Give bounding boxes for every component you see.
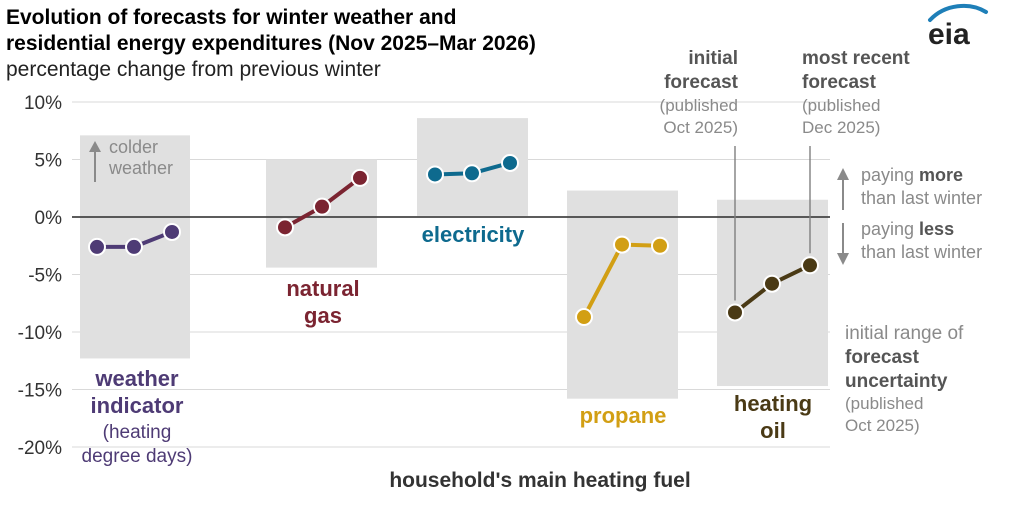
data-point [801, 256, 819, 275]
chart-title-line2: residential energy expenditures (Nov 202… [6, 32, 536, 55]
paying-more-label: paying more [861, 165, 963, 185]
y-tick-label: -5% [28, 266, 62, 287]
series-label: propane [580, 403, 667, 428]
eia-logo: eia [928, 3, 988, 51]
chart-subtitle: percentage change from previous winter [6, 58, 381, 81]
y-tick-label: -20% [18, 438, 62, 459]
paying-more-sublabel: than last winter [861, 188, 982, 208]
uncertainty-published: (published [845, 394, 923, 413]
uncertainty-published: Oct 2025) [845, 416, 920, 435]
series-label: weather [94, 366, 179, 391]
recent-forecast-published: (published [802, 96, 880, 115]
recent-forecast-published: Dec 2025) [802, 118, 880, 137]
y-tick-label: 0% [35, 208, 63, 229]
x-axis-label: household's main heating fuel [389, 469, 690, 492]
data-point [501, 153, 519, 172]
uncertainty-label: uncertainty [845, 371, 948, 392]
data-point [613, 235, 631, 254]
series-label: indicator [91, 393, 184, 418]
series-sublabel: (heating [103, 422, 172, 443]
y-tick-label: 10% [24, 93, 62, 114]
paying-less-arrow-head [837, 253, 849, 265]
data-point [163, 222, 181, 241]
paying-less-label: paying less [861, 219, 954, 239]
data-point [726, 303, 744, 322]
colder-weather-arrow-head [89, 141, 101, 152]
series-label: oil [760, 418, 786, 443]
paying-less-sublabel: than last winter [861, 242, 982, 262]
initial-forecast-published: Oct 2025) [663, 118, 738, 137]
series-label: natural [286, 276, 359, 301]
data-point [88, 237, 106, 256]
initial-forecast-label: forecast [664, 72, 739, 93]
data-point [575, 308, 593, 327]
recent-forecast-label: forecast [802, 72, 877, 93]
y-tick-label: -15% [18, 381, 62, 402]
data-point [276, 218, 294, 237]
data-point [763, 274, 781, 293]
paying-more-arrow-head [837, 168, 849, 180]
data-point [351, 168, 369, 187]
data-point [651, 236, 669, 255]
uncertainty-label: initial range of [845, 323, 964, 344]
series-label: gas [304, 303, 342, 328]
uncertainty-range-box [567, 190, 678, 399]
recent-forecast-label: most recent [802, 48, 910, 69]
data-point [426, 165, 444, 184]
y-tick-label: -10% [18, 323, 62, 344]
colder-weather-label: weather [108, 158, 173, 178]
initial-forecast-label: initial [688, 48, 738, 69]
colder-weather-label: colder [109, 137, 158, 157]
eia-logo-text: eia [928, 18, 970, 51]
chart-title-line1: Evolution of forecasts for winter weathe… [6, 6, 456, 29]
series-label: heating [734, 391, 812, 416]
uncertainty-label: forecast [845, 347, 920, 368]
series-label: electricity [422, 222, 525, 247]
series-sublabel: degree days) [82, 446, 193, 467]
uncertainty-range-box [717, 199, 828, 387]
data-point [125, 237, 143, 256]
data-point [313, 197, 331, 216]
data-point [463, 164, 481, 183]
initial-forecast-published: (published [660, 96, 738, 115]
y-tick-label: 5% [35, 151, 63, 172]
